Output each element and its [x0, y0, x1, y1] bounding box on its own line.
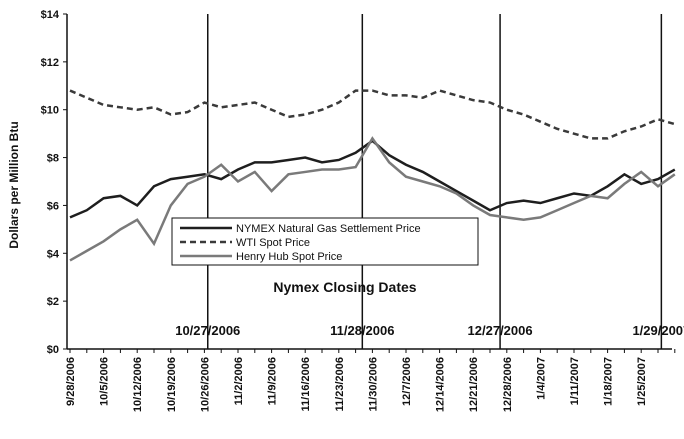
x-tick-label: 1/4/2007 — [535, 357, 547, 400]
x-tick-label: 12/21/2006 — [468, 357, 480, 412]
legend-label: WTI Spot Price — [236, 237, 310, 249]
series-line — [69, 136, 676, 262]
x-tick-label: 11/30/2006 — [367, 357, 379, 411]
closing-date-label: 1/29/2007 — [632, 323, 684, 338]
x-tick-label: 10/12/2006 — [132, 357, 144, 412]
x-tick-label: 1/18/2007 — [603, 357, 615, 406]
y-tick-label: $4 — [47, 248, 60, 260]
x-tick-label: 10/26/2006 — [199, 357, 211, 412]
y-tick-label: $2 — [47, 296, 59, 308]
x-tick-label: 11/23/2006 — [334, 357, 346, 411]
x-axis-label: Nymex Closing Dates — [273, 279, 416, 295]
y-axis-label: Dollars per Million Btu — [7, 121, 21, 248]
closing-date-label: 11/28/2006 — [330, 323, 394, 338]
x-tick-label: 9/28/2006 — [65, 357, 77, 406]
x-tick-label: 11/9/2006 — [267, 357, 279, 405]
y-tick-label: $12 — [41, 57, 59, 69]
x-tick-label: 10/5/2006 — [99, 357, 111, 406]
closing-date-label: 10/27/2006 — [175, 323, 240, 338]
y-tick-label: $6 — [47, 200, 59, 212]
y-tick-label: $10 — [41, 105, 59, 117]
series-line — [69, 89, 676, 140]
x-tick-label: 12/14/2006 — [435, 357, 447, 412]
x-tick-label: 10/19/2006 — [166, 357, 178, 412]
legend-label: NYMEX Natural Gas Settlement Price — [236, 223, 421, 235]
x-tick-label: 1/11/2007 — [569, 357, 581, 405]
x-tick-label: 12/7/2006 — [401, 357, 413, 406]
y-tick-label: $8 — [47, 153, 59, 165]
x-tick-label: 11/2/2006 — [233, 357, 245, 405]
x-tick-label: 1/25/2007 — [636, 357, 648, 406]
y-tick-label: $14 — [41, 9, 60, 21]
x-tick-label: 11/16/2006 — [300, 357, 312, 411]
x-tick-label: 12/28/2006 — [502, 357, 514, 412]
series-line — [69, 139, 676, 219]
y-tick-label: $0 — [47, 344, 59, 356]
closing-date-label: 12/27/2006 — [468, 323, 533, 338]
legend-label: Henry Hub Spot Price — [236, 251, 342, 263]
